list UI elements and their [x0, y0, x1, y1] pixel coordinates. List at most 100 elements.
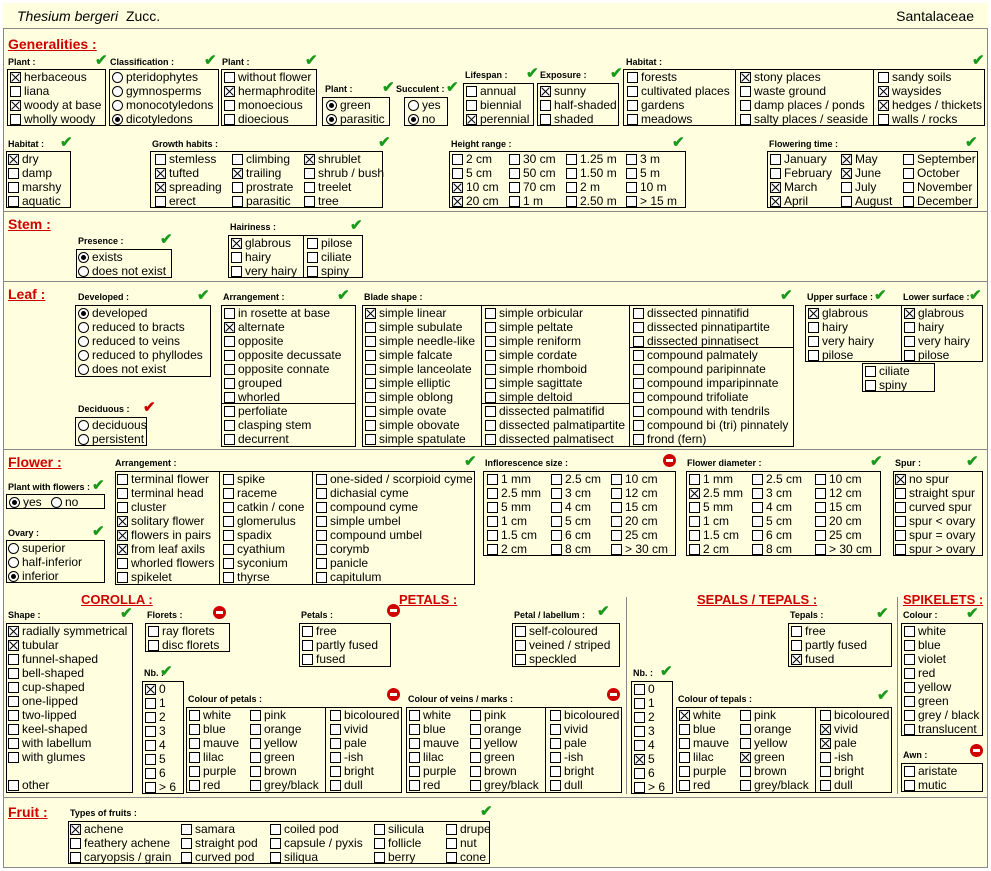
checkbox[interactable]: [487, 501, 498, 513]
habitat-option[interactable]: waysides: [878, 84, 941, 98]
checkbox[interactable]: [8, 667, 19, 679]
colour-of-petals-option[interactable]: yellow: [250, 736, 297, 750]
checkbox[interactable]: [302, 653, 313, 665]
checkbox[interactable]: [634, 753, 645, 765]
checkbox[interactable]: [316, 473, 327, 485]
lower-surface-option[interactable]: spiny: [865, 378, 907, 392]
checkbox[interactable]: [189, 751, 200, 763]
leaf-developed-option[interactable]: does not exist: [78, 362, 166, 376]
lower-surface-option[interactable]: ciliate: [865, 364, 910, 378]
checkbox[interactable]: [470, 737, 481, 749]
checkbox[interactable]: [895, 473, 906, 485]
checkbox[interactable]: [752, 515, 763, 527]
checkbox[interactable]: [487, 487, 498, 499]
flower-diameter-option[interactable]: 15 cm: [815, 500, 862, 514]
classification-option[interactable]: pteridophytes: [112, 70, 198, 84]
checkbox[interactable]: [633, 335, 644, 347]
inflorescence-size-option[interactable]: 5 mm: [487, 500, 531, 514]
checkbox[interactable]: [302, 625, 313, 637]
colour-of-petals-option[interactable]: -ish: [330, 750, 363, 764]
checkbox[interactable]: [551, 487, 562, 499]
checkbox[interactable]: [689, 487, 700, 499]
checkbox[interactable]: [365, 307, 376, 319]
checkbox[interactable]: [10, 113, 21, 125]
flowering-time-option[interactable]: September: [903, 152, 976, 166]
stem-hairiness-option[interactable]: spiny: [307, 264, 349, 278]
checkbox[interactable]: [904, 639, 915, 651]
checkbox[interactable]: [770, 181, 781, 193]
checkbox[interactable]: [865, 379, 876, 391]
checkbox[interactable]: [250, 751, 261, 763]
florets-option[interactable]: ray florets: [148, 624, 215, 638]
blade-shape-option[interactable]: simple oblong: [365, 390, 453, 404]
spur-option[interactable]: straight spur: [895, 486, 975, 500]
checkbox[interactable]: [633, 307, 644, 319]
checkbox[interactable]: [820, 709, 831, 721]
petals-fusion-option[interactable]: fused: [302, 652, 345, 666]
blade-shape-option[interactable]: compound palmately: [633, 348, 758, 362]
habitat-option[interactable]: forests: [627, 70, 677, 84]
checkbox[interactable]: [904, 765, 915, 777]
checkbox[interactable]: [155, 153, 166, 165]
checkbox[interactable]: [117, 473, 128, 485]
inflorescence-arrangement-option[interactable]: compound umbel: [316, 528, 422, 542]
checkbox[interactable]: [117, 543, 128, 555]
inflorescence-arrangement-option[interactable]: catkin / cone: [223, 500, 304, 514]
colour-of-petals-option[interactable]: grey/black: [250, 778, 319, 792]
inflorescence-size-option[interactable]: 12 cm: [611, 486, 658, 500]
checkbox[interactable]: [223, 557, 234, 569]
ovary-option[interactable]: inferior: [8, 569, 59, 583]
checkbox[interactable]: [904, 667, 915, 679]
habitat-option[interactable]: meadows: [627, 112, 692, 126]
blade-shape-option[interactable]: dissected pinnatifid: [633, 306, 749, 320]
habitat-moisture-option[interactable]: damp: [8, 166, 52, 180]
height-range-option[interactable]: > 15 m: [626, 194, 677, 208]
checkbox[interactable]: [633, 419, 644, 431]
checkbox[interactable]: [446, 823, 457, 835]
radio-button[interactable]: [326, 113, 337, 125]
growth-habits-option[interactable]: tufted: [155, 166, 199, 180]
classification-option[interactable]: gymnosperms: [112, 84, 201, 98]
radio-button[interactable]: [78, 433, 89, 445]
flowering-time-option[interactable]: April: [770, 194, 808, 208]
checkbox[interactable]: [304, 153, 315, 165]
inflorescence-size-option[interactable]: 2 cm: [487, 542, 527, 556]
fruit-types-option[interactable]: capsule / pyxis: [270, 836, 363, 850]
colour-of-tepals-option[interactable]: bicoloured: [820, 708, 889, 722]
inflorescence-size-option[interactable]: 15 cm: [611, 500, 658, 514]
checkbox[interactable]: [224, 113, 235, 125]
checkbox[interactable]: [223, 515, 234, 527]
checkbox[interactable]: [895, 501, 906, 513]
checkbox[interactable]: [145, 753, 156, 765]
checkbox[interactable]: [232, 167, 243, 179]
checkbox[interactable]: [820, 779, 831, 791]
habitat-option[interactable]: gardens: [627, 98, 684, 112]
corolla-number-option[interactable]: 3: [145, 724, 166, 738]
corolla-shape-option[interactable]: with labellum: [8, 736, 91, 750]
checkbox[interactable]: [551, 543, 562, 555]
tepals-number-option[interactable]: 6: [634, 766, 655, 780]
checkbox[interactable]: [820, 737, 831, 749]
checkbox[interactable]: [770, 167, 781, 179]
checkbox[interactable]: [626, 153, 637, 165]
checkbox[interactable]: [791, 653, 802, 665]
inflorescence-size-option[interactable]: 2.5 cm: [551, 472, 601, 486]
height-range-option[interactable]: 2 cm: [452, 152, 492, 166]
colour-of-tepals-option[interactable]: white: [679, 708, 721, 722]
plant-type-option[interactable]: wholly woody: [10, 112, 95, 126]
spikelet-colour-option[interactable]: yellow: [904, 680, 951, 694]
inflorescence-arrangement-option[interactable]: spike: [223, 472, 265, 486]
radio-button[interactable]: [78, 419, 89, 431]
checkbox[interactable]: [223, 487, 234, 499]
checkbox[interactable]: [550, 737, 561, 749]
checkbox[interactable]: [365, 377, 376, 389]
stem-presence-option[interactable]: exists: [78, 250, 123, 264]
inflorescence-size-option[interactable]: 1 cm: [487, 514, 527, 528]
checkbox[interactable]: [117, 529, 128, 541]
flowering-time-option[interactable]: June: [841, 166, 881, 180]
checkbox[interactable]: [148, 625, 159, 637]
fruit-types-option[interactable]: coiled pod: [270, 822, 339, 836]
checkbox[interactable]: [841, 153, 852, 165]
height-range-option[interactable]: 1.50 m: [566, 166, 617, 180]
growth-habits-option[interactable]: climbing: [232, 152, 290, 166]
